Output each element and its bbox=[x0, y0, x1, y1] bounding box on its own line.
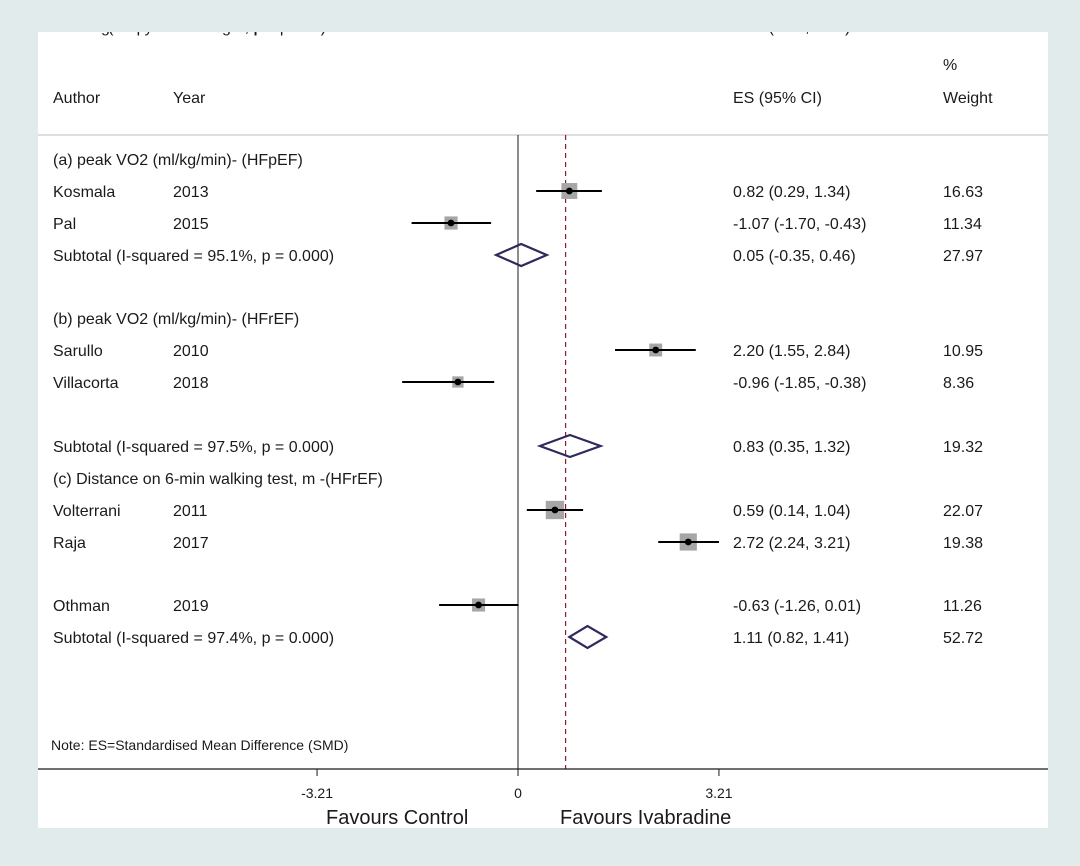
subgroup-heading: (c) Distance on 6-min walking test, m -(… bbox=[53, 471, 383, 488]
subtotal-label: Subtotal (I-squared = 97.4%, p = 0.000) bbox=[53, 630, 334, 647]
study-weight: 11.26 bbox=[943, 598, 982, 615]
favours-left-label: Favours Control bbox=[326, 807, 468, 828]
study-year: 2010 bbox=[173, 343, 209, 360]
study-author: Kosmala bbox=[53, 184, 115, 201]
header-weight: Weight bbox=[943, 90, 993, 107]
study-author: Volterrani bbox=[53, 503, 121, 520]
study-es: 2.72 (2.24, 3.21) bbox=[733, 535, 850, 552]
forest-plot: Author Year ES (95% CI) % Weight (a) pea… bbox=[38, 32, 1048, 828]
study-es: -0.63 (-1.26, 0.01) bbox=[733, 598, 861, 615]
study-year: 2015 bbox=[173, 216, 209, 233]
study-year: 2011 bbox=[173, 503, 208, 520]
study-author: Othman bbox=[53, 598, 110, 615]
x-tick-label: -3.21 bbox=[301, 785, 333, 801]
point-estimate bbox=[454, 378, 462, 386]
header-author: Author bbox=[53, 90, 101, 107]
subtotal-es: 0.83 (0.35, 1.32) bbox=[733, 439, 850, 456]
subtotal-label: Subtotal (I-squared = 95.1%, p = 0.000) bbox=[53, 248, 334, 265]
subtotal-label: Subtotal (I-squared = 97.5%, p = 0.000) bbox=[53, 439, 334, 456]
study-author: Sarullo bbox=[53, 343, 103, 360]
subtotal-diamond bbox=[536, 433, 604, 459]
header-es: ES (95% CI) bbox=[733, 90, 822, 107]
x-tick-label: 3.21 bbox=[705, 785, 732, 801]
forest-plot-panel: Author Year ES (95% CI) % Weight (a) pea… bbox=[38, 32, 1048, 828]
study-weight: 10.95 bbox=[943, 343, 983, 360]
study-author: Pal bbox=[53, 216, 76, 233]
subtotal-diamond bbox=[567, 624, 609, 650]
point-estimate bbox=[684, 538, 692, 546]
x-tick-label: 0 bbox=[514, 785, 522, 801]
footnote: Note: ES=Standardised Mean Difference (S… bbox=[51, 737, 348, 753]
overall-weight: 100.00 bbox=[943, 32, 992, 36]
point-estimate bbox=[447, 219, 455, 227]
study-es: 0.82 (0.29, 1.34) bbox=[733, 184, 850, 201]
overall-label: Overall (I-squared = 96.1%, p = 0.000) bbox=[53, 32, 326, 36]
study-es: 2.20 (1.55, 2.84) bbox=[733, 343, 850, 360]
header-weight-symbol: % bbox=[943, 57, 957, 74]
study-es: -0.96 (-1.85, -0.38) bbox=[733, 375, 866, 392]
study-es: -1.07 (-1.70, -0.43) bbox=[733, 216, 866, 233]
study-year: 2017 bbox=[173, 535, 209, 552]
subtotal-weight: 27.97 bbox=[943, 248, 983, 265]
study-author: Villacorta bbox=[53, 375, 119, 392]
heterogeneity-text: Heterogeneity between groups: p = 0.000 bbox=[53, 32, 347, 36]
subtotal-es: 0.05 (-0.35, 0.46) bbox=[733, 248, 856, 265]
study-year: 2013 bbox=[173, 184, 209, 201]
point-estimate bbox=[551, 506, 559, 514]
point-estimate bbox=[475, 601, 482, 609]
study-weight: 16.63 bbox=[943, 184, 983, 201]
subgroup-heading: (a) peak VO2 (ml/kg/min)- (HFpEF) bbox=[53, 152, 303, 169]
subgroup-heading: (b) peak VO2 (ml/kg/min)- (HFrEF) bbox=[53, 311, 299, 328]
study-weight: 8.36 bbox=[943, 375, 974, 392]
point-estimate bbox=[652, 346, 660, 354]
study-year: 2018 bbox=[173, 375, 209, 392]
point-estimate bbox=[565, 187, 573, 195]
study-author: Raja bbox=[53, 535, 86, 552]
study-es: 0.59 (0.14, 1.04) bbox=[733, 503, 850, 520]
subtotal-diamond bbox=[493, 242, 550, 268]
header-year: Year bbox=[173, 90, 206, 107]
favours-right-label: Favours Ivabradine bbox=[560, 807, 731, 828]
study-weight: 22.07 bbox=[943, 503, 983, 520]
study-weight: 11.34 bbox=[943, 216, 982, 233]
study-year: 2019 bbox=[173, 598, 209, 615]
study-weight: 19.38 bbox=[943, 535, 983, 552]
subtotal-weight: 52.72 bbox=[943, 630, 983, 647]
subtotal-weight: 19.32 bbox=[943, 439, 983, 456]
overall-es: 0.76 (0.55, 0.98) bbox=[733, 32, 850, 36]
subtotal-es: 1.11 (0.82, 1.41) bbox=[733, 630, 849, 647]
